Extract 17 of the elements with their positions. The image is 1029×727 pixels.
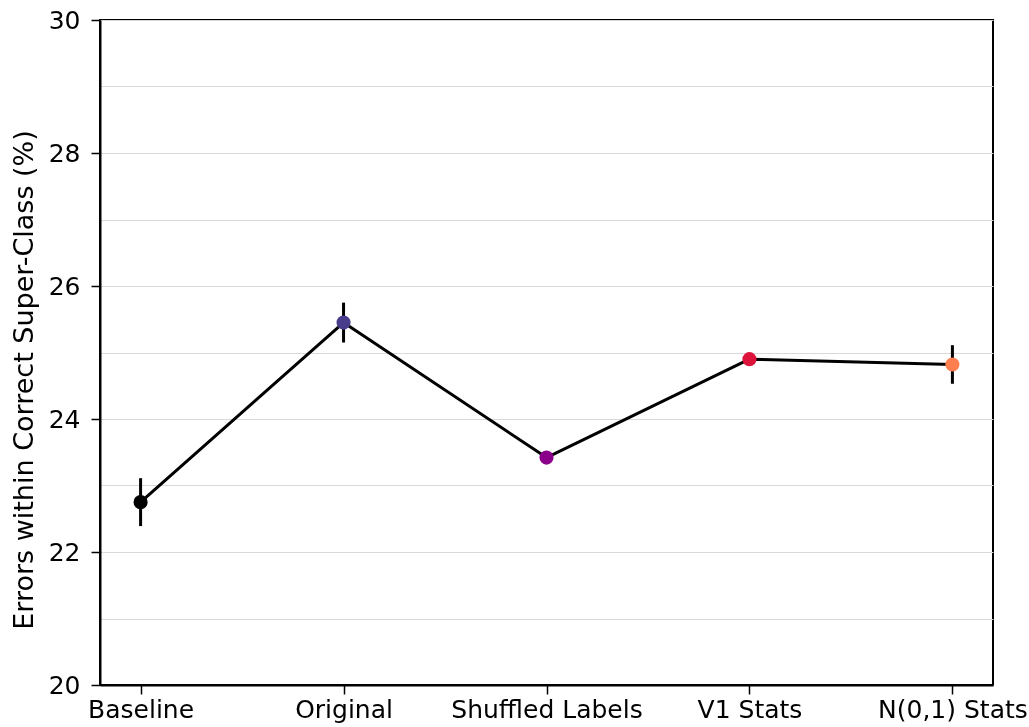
point (742, 352, 757, 367)
x-tick-label: Original (295, 694, 393, 724)
y-tick-label: 24 (48, 404, 81, 434)
point (945, 357, 960, 372)
y-tick-label: 26 (48, 271, 81, 301)
x-tick-label: V1 Stats (697, 694, 803, 724)
x-tick-label: N(0,1) Stats (878, 694, 1028, 724)
y-tick-label: 22 (48, 537, 81, 567)
point (336, 315, 351, 330)
point (133, 495, 148, 510)
point (539, 450, 554, 465)
y-tick-label: 20 (48, 670, 81, 700)
y-tick-label: 30 (48, 5, 81, 35)
y-axis-title: Errors within Correct Super-Class (%) (7, 130, 39, 630)
y-tick-label: 28 (48, 138, 81, 168)
x-tick-label: Shuffled Labels (451, 694, 643, 724)
x-tick-label: Baseline (88, 694, 195, 724)
